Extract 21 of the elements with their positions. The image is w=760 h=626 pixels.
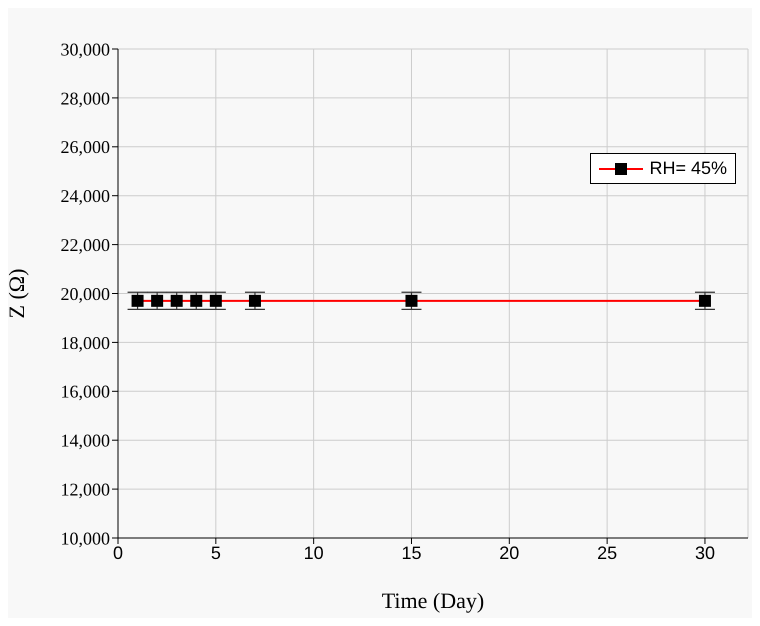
legend-label: RH= 45%: [649, 158, 727, 179]
y-tick-label: 14,000: [60, 430, 110, 451]
x-tick-label: 30: [694, 542, 715, 563]
x-tick-label: 15: [401, 542, 422, 563]
y-tick-label: 12,000: [60, 479, 110, 500]
x-tick-label: 20: [499, 542, 520, 563]
x-tick-label: 10: [304, 542, 324, 563]
y-tick-label: 20,000: [60, 284, 110, 304]
y-tick-label: 24,000: [60, 186, 110, 206]
y-tick-label: 18,000: [60, 332, 110, 353]
y-tick-label: 26,000: [60, 137, 110, 158]
y-tick-label: 10,000: [60, 528, 110, 548]
x-tick-label: 25: [597, 542, 618, 563]
x-axis-title: Time (Day): [382, 588, 484, 613]
x-tick-label: 5: [210, 542, 221, 563]
x-tick-label: 0: [112, 542, 124, 563]
y-axis-title: Z (Ω): [4, 268, 29, 318]
y-tick-label: 16,000: [60, 382, 110, 402]
y-tick-label: 30,000: [60, 39, 110, 60]
y-tick-label: 28,000: [60, 88, 110, 108]
y-tick-label: 22,000: [60, 234, 110, 255]
